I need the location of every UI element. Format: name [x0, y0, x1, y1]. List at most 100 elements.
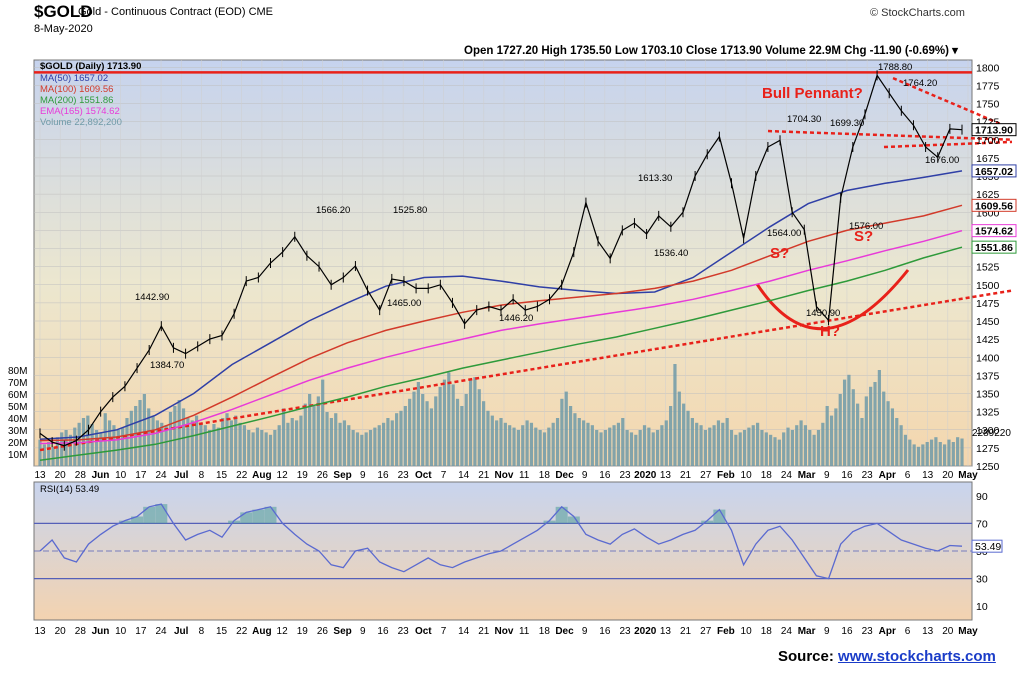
volume-bar: [842, 379, 847, 466]
head-shoulders-arc: [755, 269, 910, 331]
volume-bar: [634, 434, 638, 466]
volume-tick-label: 70M: [8, 378, 27, 389]
price-annotation: 1442.90: [135, 292, 169, 303]
y-tick-label: 1525: [976, 262, 1000, 274]
volume-bar: [90, 424, 94, 466]
volume-bar: [203, 425, 207, 466]
volume-bar: [421, 394, 425, 466]
rsi-value-badge: [971, 539, 1003, 553]
x-tick-label: 13: [34, 470, 46, 481]
volume-bar: [725, 418, 729, 466]
price-annotation: 1704.30: [787, 114, 821, 125]
volume-bar: [703, 430, 708, 466]
x-tick-label-rsi: 24: [155, 626, 167, 637]
volume-bar: [264, 432, 268, 466]
x-tick-label: Jul: [174, 470, 189, 481]
series-ma100: [39, 204, 963, 442]
volume-bar: [790, 430, 794, 466]
x-tick-label-rsi: 16: [377, 626, 389, 637]
volume-bar: [690, 418, 694, 466]
volume-tick-label: 10M: [8, 450, 27, 461]
volume-bar: [312, 406, 316, 466]
volume-bar: [599, 432, 603, 466]
x-tick-label: 23: [398, 470, 410, 481]
x-tick-label-rsi: 23: [398, 626, 410, 637]
volume-bar: [325, 412, 329, 466]
volume-bar: [338, 422, 342, 466]
volume-tick-label: 60M: [8, 390, 27, 401]
volume-bar: [895, 418, 899, 466]
x-tick-label-rsi: 10: [741, 626, 753, 637]
x-tick-label: 20: [55, 470, 67, 481]
volume-bar: [529, 422, 534, 466]
x-tick-label-rsi: May: [958, 626, 978, 637]
volume-bar: [42, 444, 46, 466]
volume-bar: [873, 382, 877, 466]
volume-bar: [829, 415, 834, 466]
value-badge-label: 1574.62: [975, 226, 1013, 238]
volume-bar: [821, 422, 825, 466]
volume-bar: [838, 394, 842, 466]
x-tick-label: 6: [905, 470, 911, 481]
x-tick-label: 11: [519, 470, 530, 481]
volume-bar: [547, 427, 551, 466]
volume-bar: [168, 412, 173, 466]
x-tick-label-rsi: 23: [619, 626, 631, 637]
value-badge-label: 1609.56: [975, 200, 1013, 212]
rsi-overbought-fill: [264, 506, 277, 524]
volume-bar: [673, 364, 677, 466]
volume-bar: [221, 418, 225, 466]
volume-bar: [655, 430, 660, 466]
volume-bar: [795, 425, 799, 466]
volume-bar: [360, 434, 364, 466]
x-tick-label-rsi: 6: [905, 626, 911, 637]
volume-bar: [412, 391, 416, 466]
y-tick-label: 1675: [976, 153, 1000, 165]
chart-subtitle: Gold - Continuous Contract (EOD) CME: [78, 6, 274, 18]
y-tick-label: 1375: [976, 370, 1000, 382]
volume-bar: [960, 438, 964, 466]
volume-bar: [473, 377, 477, 466]
value-badge-label: 1657.02: [975, 166, 1013, 178]
volume-bar: [864, 396, 868, 466]
volume-bar: [886, 401, 890, 466]
volume-bar: [229, 420, 233, 466]
x-tick-label: 23: [619, 470, 631, 481]
volume-bar: [216, 427, 220, 466]
volume-bar: [568, 406, 573, 466]
x-tick-label-rsi: 10: [115, 626, 127, 637]
y-tick-label: 1750: [976, 99, 1000, 111]
volume-bar: [738, 432, 742, 466]
rsi-overbought-fill: [567, 516, 580, 524]
volume-bar: [651, 432, 655, 466]
x-tick-label-rsi: 9: [360, 626, 366, 637]
volume-bar: [677, 391, 681, 466]
legend-rsi: RSI(14) 53.49: [40, 484, 100, 495]
x-tick-label-rsi: 21: [478, 626, 490, 637]
source-link[interactable]: www.stockcharts.com: [838, 648, 996, 665]
volume-bar: [912, 444, 916, 466]
volume-bar: [516, 430, 520, 466]
x-tick-label-rsi: 14: [458, 626, 470, 637]
volume-bar: [542, 432, 547, 466]
x-tick-label: 17: [135, 470, 147, 481]
volume-bar: [299, 415, 303, 466]
x-tick-label: 13: [922, 470, 934, 481]
volume-bar: [199, 422, 203, 466]
volume-bar: [51, 446, 55, 466]
volume-bar: [260, 430, 264, 466]
volume-bar: [142, 394, 146, 466]
volume-bar: [925, 442, 929, 466]
x-tick-label: 8: [199, 470, 205, 481]
volume-bar: [164, 425, 168, 466]
volume-bar: [408, 398, 412, 466]
volume-bar: [77, 422, 81, 466]
volume-bar: [99, 432, 103, 466]
x-tick-label: Aug: [252, 470, 271, 481]
volume-bar: [177, 400, 181, 466]
volume-bar: [403, 406, 407, 466]
volume-bar: [664, 420, 668, 466]
x-tick-label-rsi: 15: [216, 626, 228, 637]
volume-bar: [642, 425, 647, 466]
